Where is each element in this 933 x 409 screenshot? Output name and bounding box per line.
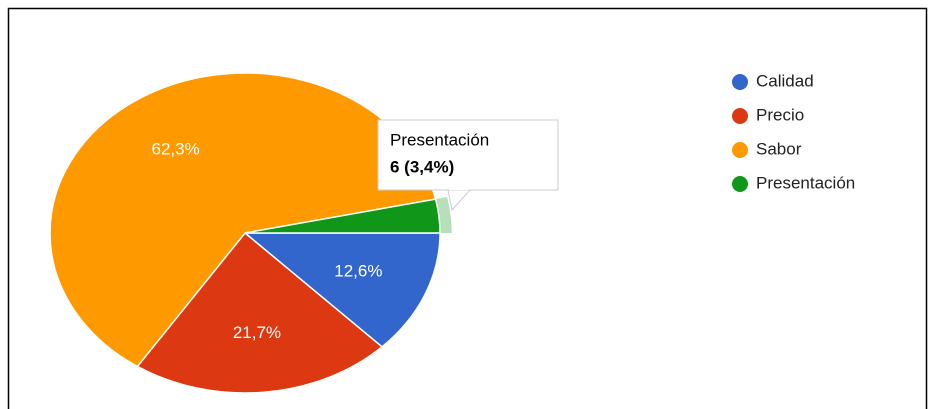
tooltip bbox=[377, 119, 559, 191]
tooltip-title: Presentación bbox=[390, 130, 489, 149]
legend-swatch bbox=[732, 108, 748, 124]
legend-label: Sabor bbox=[756, 139, 802, 158]
tooltip-text: 6 (3,4%) bbox=[390, 157, 454, 176]
legend-swatch bbox=[732, 74, 748, 90]
legend-label: Calidad bbox=[756, 71, 814, 90]
legend-swatch bbox=[732, 142, 748, 158]
slice-label: 62,3% bbox=[152, 139, 200, 158]
slice[interactable] bbox=[244, 198, 441, 234]
legend-label: Precio bbox=[756, 105, 804, 124]
slice-label: 12,6% bbox=[334, 261, 382, 280]
slice-label: 21,7% bbox=[233, 323, 281, 342]
tooltip-pointer-cover bbox=[449, 188, 469, 190]
slice[interactable] bbox=[242, 232, 441, 348]
legend-swatch bbox=[732, 176, 748, 192]
slice[interactable] bbox=[136, 231, 384, 394]
legend-label: Presentación bbox=[756, 173, 855, 192]
